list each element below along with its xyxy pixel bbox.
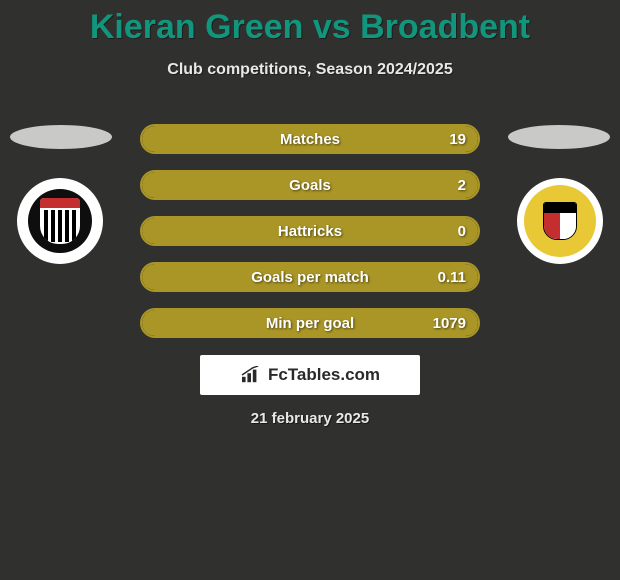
bar-chart-icon [240, 366, 262, 384]
stat-row-goals: Goals 2 [140, 170, 480, 200]
player-left-avatar-placeholder [10, 125, 112, 149]
player-right-avatar-placeholder [508, 125, 610, 149]
stat-row-matches: Matches 19 [140, 124, 480, 154]
stat-value: 2 [458, 177, 466, 194]
attribution-badge: FcTables.com [200, 355, 420, 395]
page-title: Kieran Green vs Broadbent [0, 0, 620, 47]
stat-label: Goals [142, 177, 478, 194]
shield-icon [17, 178, 103, 264]
attribution-text: FcTables.com [268, 365, 380, 385]
stat-label: Goals per match [142, 269, 478, 286]
stat-value: 0 [458, 223, 466, 240]
stat-row-hattricks: Hattricks 0 [140, 216, 480, 246]
stat-row-goals-per-match: Goals per match 0.11 [140, 262, 480, 292]
page-subtitle: Club competitions, Season 2024/2025 [0, 61, 620, 79]
stat-label: Hattricks [142, 223, 478, 240]
stat-label: Min per goal [142, 315, 478, 332]
stat-value: 19 [449, 131, 466, 148]
club-badge-right [510, 175, 610, 267]
snapshot-date: 21 february 2025 [0, 410, 620, 427]
stat-label: Matches [142, 131, 478, 148]
stats-bars: Matches 19 Goals 2 Hattricks 0 Goals per… [140, 124, 480, 354]
stat-value: 0.11 [438, 269, 466, 286]
stat-row-min-per-goal: Min per goal 1079 [140, 308, 480, 338]
stat-value: 1079 [433, 315, 466, 332]
club-badge-left [10, 175, 110, 267]
shield-icon [517, 178, 603, 264]
